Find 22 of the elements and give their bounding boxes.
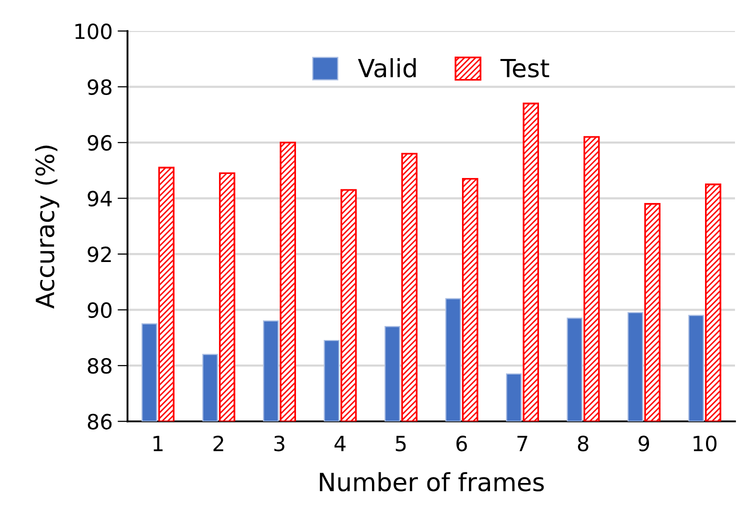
y-tick-label: 86 bbox=[88, 414, 112, 430]
x-tick-label: 1 bbox=[154, 436, 163, 452]
y-axis-title: Accuracy (%) bbox=[35, 146, 60, 309]
y-tick-label: 92 bbox=[88, 246, 111, 262]
x-tick-label: 7 bbox=[517, 436, 528, 452]
y-tick-label: 96 bbox=[88, 134, 112, 151]
y-tick-label: 100 bbox=[75, 23, 112, 40]
x-tick-label: 10 bbox=[694, 436, 716, 452]
y-tick-label: 90 bbox=[88, 302, 112, 318]
legend-label: Valid bbox=[358, 58, 416, 78]
x-tick-label: 8 bbox=[578, 436, 588, 452]
x-tick-label: 6 bbox=[456, 436, 467, 452]
x-tick-label: 2 bbox=[214, 436, 224, 452]
y-tick-label: 88 bbox=[88, 358, 112, 374]
y-tick-label: 94 bbox=[88, 190, 112, 207]
x-axis-title: Number of frames bbox=[320, 472, 544, 492]
legend-label: Test bbox=[500, 58, 550, 78]
x-tick-label: 3 bbox=[274, 436, 284, 452]
x-tick-label: 5 bbox=[396, 436, 406, 452]
x-tick-label: 9 bbox=[638, 436, 650, 452]
x-tick-label: 4 bbox=[334, 436, 346, 452]
y-tick-label: 98 bbox=[88, 79, 112, 95]
